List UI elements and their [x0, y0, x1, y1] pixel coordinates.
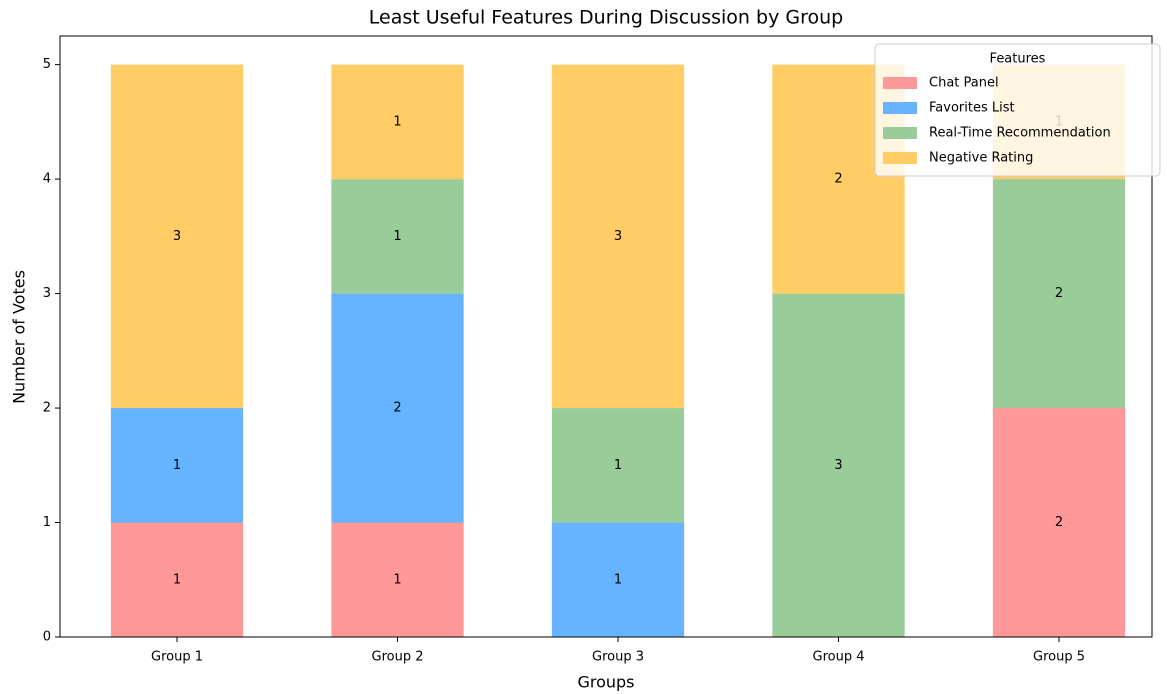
data-label: 3 — [614, 229, 622, 244]
y-axis-label: Number of Votes — [10, 270, 29, 404]
legend: Features Chat Panel Favorites List Real-Tim… — [874, 43, 1161, 177]
x-tick-label: Group 4 — [813, 650, 865, 665]
x-axis-label: Groups — [577, 673, 634, 692]
data-label: 1 — [393, 572, 401, 587]
bar-segment — [110, 522, 244, 637]
bar-segment — [551, 522, 685, 637]
data-label: 2 — [1055, 286, 1063, 301]
bar-segment — [331, 64, 464, 180]
legend-label: Chat Panel — [929, 76, 999, 91]
y-tick-label: 5 — [43, 57, 51, 72]
data-label: 1 — [173, 458, 181, 473]
y-tick-label: 0 — [43, 630, 51, 645]
legend-label: Favorites List — [929, 101, 1015, 116]
data-label: 3 — [173, 229, 181, 244]
bar-segment — [992, 179, 1126, 409]
legend-label: Negative Rating — [929, 151, 1033, 166]
y-tick-label: 4 — [43, 172, 51, 187]
data-label: 1 — [614, 572, 622, 587]
bar-segment — [992, 408, 1126, 637]
data-label: 2 — [393, 401, 401, 416]
x-tick-label: Group 2 — [372, 650, 424, 665]
y-tick-label: 3 — [43, 286, 51, 301]
bar-segment — [110, 408, 244, 523]
y-tick-label: 2 — [43, 401, 51, 416]
y-tick-label: 1 — [43, 515, 51, 530]
legend-swatch — [883, 127, 917, 139]
plot-frame — [59, 35, 1153, 638]
data-label: 1 — [173, 572, 181, 587]
bar-segment — [772, 293, 905, 637]
data-label: 1 — [393, 114, 401, 129]
bar-segment — [551, 64, 685, 409]
x-tick-label: Group 1 — [151, 650, 203, 665]
data-label: 3 — [834, 458, 842, 473]
chart-title: Least Useful Features During Discussion … — [369, 7, 843, 29]
bar-segment — [331, 522, 464, 637]
legend-box — [874, 43, 1161, 177]
data-label: 1 — [614, 458, 622, 473]
data-label: 2 — [1055, 515, 1063, 530]
legend-swatch — [883, 152, 917, 164]
data-label: 1 — [393, 229, 401, 244]
bar-segment — [551, 408, 685, 523]
legend-title: Features — [990, 52, 1046, 67]
bar-segment — [331, 293, 464, 523]
data-label: 2 — [834, 172, 842, 187]
bar-segment — [331, 179, 464, 294]
x-tick-label: Group 3 — [592, 650, 644, 665]
bar-segment — [110, 64, 244, 409]
legend-swatch — [883, 102, 917, 114]
x-tick-label: Group 5 — [1033, 650, 1085, 665]
legend-swatch — [883, 77, 917, 89]
legend-label: Real-Time Recommendation — [929, 126, 1111, 141]
